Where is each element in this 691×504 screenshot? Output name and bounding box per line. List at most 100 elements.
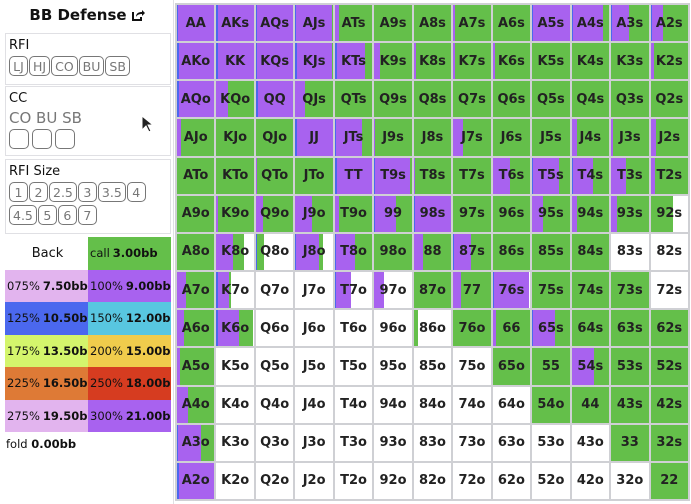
hand-cell-Q6o[interactable]: Q6o <box>255 310 294 347</box>
hand-cell-AJo[interactable]: AJo <box>177 119 215 156</box>
back-button[interactable]: Back <box>31 245 64 261</box>
hand-cell-J8o[interactable]: J8o <box>295 233 333 271</box>
hand-cell-83s[interactable]: 83s <box>611 233 649 271</box>
hand-cell-A8o[interactable]: A8o <box>177 233 215 271</box>
hand-cell-K4s[interactable]: K4s <box>571 43 610 80</box>
hand-cell-AJs[interactable]: AJs <box>295 5 333 42</box>
hand-cell-K8s[interactable]: K8s <box>413 43 452 80</box>
rfi-size-option[interactable]: 4 <box>126 182 146 202</box>
hand-cell-K3o[interactable]: K3o <box>216 424 254 461</box>
hand-cell-42s[interactable]: 42s <box>650 386 688 423</box>
hand-cell-A5o[interactable]: A5o <box>177 348 215 385</box>
hand-cell-73s[interactable]: 73s <box>611 272 649 309</box>
hand-cell-92o[interactable]: 92o <box>374 462 412 499</box>
hand-cell-T8s[interactable]: T8s <box>413 157 452 194</box>
hand-cell-74o[interactable]: 74o <box>453 386 491 423</box>
hand-cell-98s[interactable]: 98s <box>413 195 452 232</box>
hand-cell-94s[interactable]: 94s <box>571 195 610 232</box>
rfi-option-bu[interactable]: BU <box>78 56 105 76</box>
hand-cell-K6o[interactable]: K6o <box>216 310 254 347</box>
hand-cell-T7s[interactable]: T7s <box>453 157 491 194</box>
hand-cell-72o[interactable]: 72o <box>453 462 491 499</box>
hand-cell-KQs[interactable]: KQs <box>255 43 294 80</box>
hand-cell-75s[interactable]: 75s <box>532 272 570 309</box>
hand-cell-Q5s[interactable]: Q5s <box>532 81 570 118</box>
hand-cell-92s[interactable]: 92s <box>650 195 688 232</box>
hand-cell-76o[interactable]: 76o <box>453 310 491 347</box>
hand-cell-K7s[interactable]: K7s <box>453 43 491 80</box>
legend-item[interactable]: 275%19.50bb <box>5 399 88 432</box>
hand-cell-J2s[interactable]: J2s <box>650 119 688 156</box>
hand-cell-J4o[interactable]: J4o <box>295 386 333 423</box>
share-icon[interactable] <box>131 8 145 22</box>
hand-cell-83o[interactable]: 83o <box>413 424 452 461</box>
hand-cell-54s[interactable]: 54s <box>571 348 610 385</box>
hand-cell-T3s[interactable]: T3s <box>611 157 649 194</box>
hand-cell-QTo[interactable]: QTo <box>255 157 294 194</box>
hand-cell-54o[interactable]: 54o <box>532 386 570 423</box>
hand-cell-K6s[interactable]: K6s <box>492 43 531 80</box>
hand-cell-Q9o[interactable]: Q9o <box>255 195 294 232</box>
hand-cell-A6s[interactable]: A6s <box>492 5 531 42</box>
hand-cell-TT[interactable]: TT <box>334 157 373 194</box>
hand-cell-T9s[interactable]: T9s <box>374 157 412 194</box>
rfi-size-option[interactable]: 2.5 <box>49 182 77 202</box>
hand-cell-JTs[interactable]: JTs <box>334 119 373 156</box>
hand-cell-86s[interactable]: 86s <box>492 233 531 271</box>
hand-cell-86o[interactable]: 86o <box>413 310 452 347</box>
hand-cell-Q2s[interactable]: Q2s <box>650 81 688 118</box>
rfi-option-sb[interactable]: SB <box>105 56 130 76</box>
hand-cell-Q3s[interactable]: Q3s <box>611 81 649 118</box>
hand-cell-53s[interactable]: 53s <box>611 348 649 385</box>
hand-cell-KJs[interactable]: KJs <box>295 43 333 80</box>
hand-cell-K5s[interactable]: K5s <box>532 43 570 80</box>
hand-cell-Q4s[interactable]: Q4s <box>571 81 610 118</box>
hand-cell-J9s[interactable]: J9s <box>374 119 412 156</box>
hand-cell-A7o[interactable]: A7o <box>177 272 215 309</box>
rfi-size-option[interactable]: 1 <box>9 182 28 202</box>
hand-cell-82s[interactable]: 82s <box>650 233 688 271</box>
hand-cell-95s[interactable]: 95s <box>532 195 570 232</box>
hand-cell-32o[interactable]: 32o <box>611 462 649 499</box>
hand-cell-A2s[interactable]: A2s <box>650 5 688 42</box>
hand-cell-J3o[interactable]: J3o <box>295 424 333 461</box>
hand-cell-A5s[interactable]: A5s <box>532 5 570 42</box>
rfi-size-option[interactable]: 4.5 <box>9 205 37 225</box>
hand-cell-K4o[interactable]: K4o <box>216 386 254 423</box>
rfi-option-hj[interactable]: HJ <box>29 56 51 76</box>
hand-cell-KK[interactable]: KK <box>216 43 254 80</box>
hand-cell-Q7s[interactable]: Q7s <box>453 81 491 118</box>
legend-item[interactable]: 225%16.50bb <box>5 367 88 400</box>
hand-cell-A9s[interactable]: A9s <box>374 5 412 42</box>
hand-cell-53o[interactable]: 53o <box>532 424 570 461</box>
hand-cell-K9o[interactable]: K9o <box>216 195 254 232</box>
legend-item[interactable]: 125%10.50bb <box>5 302 88 335</box>
hand-cell-KJo[interactable]: KJo <box>216 119 254 156</box>
hand-cell-Q6s[interactable]: Q6s <box>492 81 531 118</box>
hand-cell-K8o[interactable]: K8o <box>216 233 254 271</box>
legend-item[interactable]: 300%21.00bb <box>88 399 171 432</box>
hand-cell-T2s[interactable]: T2s <box>650 157 688 194</box>
hand-cell-A4s[interactable]: A4s <box>571 5 610 42</box>
hand-cell-66[interactable]: 66 <box>492 310 531 347</box>
rfi-size-option[interactable]: 7 <box>77 205 97 225</box>
hand-cell-ATo[interactable]: ATo <box>177 157 215 194</box>
hand-cell-J7s[interactable]: J7s <box>453 119 491 156</box>
hand-cell-KQo[interactable]: KQo <box>216 81 254 118</box>
hand-cell-K7o[interactable]: K7o <box>216 272 254 309</box>
hand-cell-73o[interactable]: 73o <box>453 424 491 461</box>
hand-cell-AKs[interactable]: AKs <box>216 5 254 42</box>
hand-cell-Q7o[interactable]: Q7o <box>255 272 294 309</box>
hand-cell-AQs[interactable]: AQs <box>255 5 294 42</box>
hand-cell-87s[interactable]: 87s <box>453 233 491 271</box>
hand-cell-T9o[interactable]: T9o <box>334 195 373 232</box>
hand-cell-Q2o[interactable]: Q2o <box>255 462 294 499</box>
cc-checkbox-sb[interactable] <box>55 129 75 149</box>
hand-cell-Q5o[interactable]: Q5o <box>255 348 294 385</box>
hand-cell-J9o[interactable]: J9o <box>295 195 333 232</box>
hand-cell-KTs[interactable]: KTs <box>334 43 373 80</box>
hand-cell-Q4o[interactable]: Q4o <box>255 386 294 423</box>
hand-cell-AKo[interactable]: AKo <box>177 43 215 80</box>
hand-cell-22[interactable]: 22 <box>650 462 688 499</box>
hand-cell-T4s[interactable]: T4s <box>571 157 610 194</box>
